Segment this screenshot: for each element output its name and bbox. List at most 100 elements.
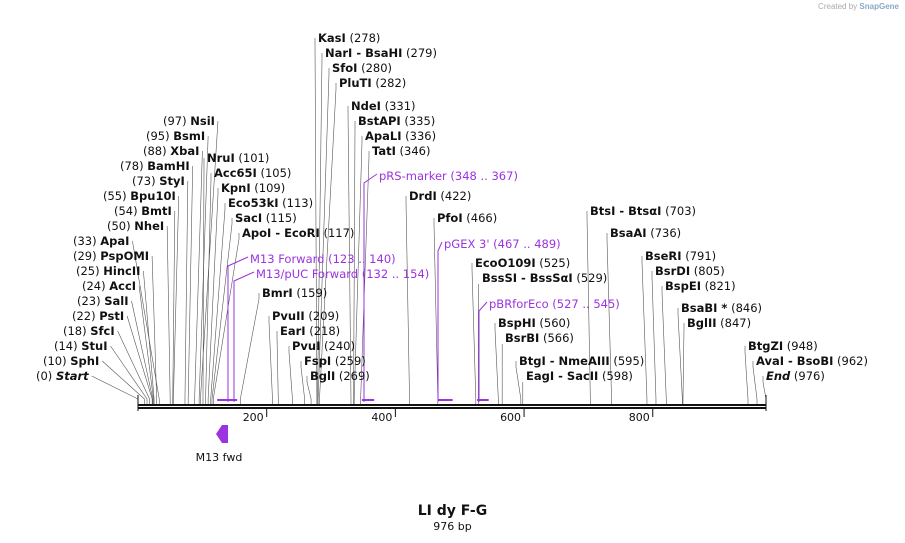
- site-label-bmti[interactable]: (54) BmtI: [114, 204, 172, 218]
- site-label-start[interactable]: (0) Start: [36, 369, 89, 383]
- site-label-btgi-nmeaiii[interactable]: BtgI - NmeAIII (595): [519, 354, 644, 368]
- site-label-eari[interactable]: EarI (218): [280, 324, 340, 338]
- leader-line: [651, 271, 657, 405]
- site-label-acci[interactable]: (24) AccI: [82, 279, 136, 293]
- site-label-avai-bsobi[interactable]: AvaI - BsoBI (962): [756, 354, 868, 368]
- feature-prs-marker[interactable]: pRS-marker (348 .. 367): [361, 169, 518, 402]
- site-label-sfoi[interactable]: SfoI (280): [332, 61, 392, 75]
- leader-line: [268, 316, 273, 405]
- site-label-xbai[interactable]: (88) XbaI: [143, 144, 199, 158]
- leader-line: [173, 195, 180, 405]
- site-label-end[interactable]: End (976): [766, 369, 825, 383]
- feature-label: M13/pUC Forward (132 .. 154): [256, 267, 429, 281]
- site-label-bpu10i[interactable]: (55) Bpu10I: [103, 189, 176, 203]
- site-label-fspi[interactable]: FspI (259): [304, 354, 366, 368]
- feature-leader: [478, 301, 488, 402]
- site-label-bseri[interactable]: BseRI (791): [645, 249, 716, 263]
- site-label-psti[interactable]: (22) PstI: [72, 309, 124, 323]
- snapgene-credit: Created by SnapGene: [818, 2, 899, 11]
- leader-line: [151, 255, 157, 405]
- leader-line: [353, 121, 356, 405]
- primer-arrow-icon: [216, 425, 228, 443]
- primer-label: M13 fwd: [196, 451, 243, 464]
- leader-line: [143, 270, 155, 405]
- site-label-bglii[interactable]: BglII (847): [687, 316, 751, 330]
- feature-label: pBRforEco (527 .. 545): [489, 297, 620, 311]
- site-label-saci[interactable]: SacI (115): [235, 211, 297, 225]
- site-label-kpni[interactable]: KpnI (109): [221, 181, 285, 195]
- leader-line: [353, 136, 363, 405]
- site-label-bmri[interactable]: BmrI (159): [262, 286, 327, 300]
- site-label-ndei[interactable]: NdeI (331): [351, 99, 416, 113]
- leader-line: [317, 53, 323, 405]
- leader-line: [744, 346, 749, 405]
- site-label-apoi-ecori[interactable]: ApoI - EcoRI (117): [242, 226, 354, 240]
- site-label-bsaai[interactable]: BsaAI (736): [610, 226, 681, 240]
- site-label-sphi[interactable]: (10) SphI: [43, 354, 99, 368]
- site-label-kasi[interactable]: KasI (278): [318, 31, 380, 45]
- site-label-bamhi[interactable]: (78) BamHI: [120, 159, 190, 173]
- site-label-apali[interactable]: ApaLI (336): [365, 129, 436, 143]
- leader-line: [306, 376, 312, 405]
- leader-line: [405, 196, 410, 405]
- site-label-bstapi[interactable]: BstAPI (335): [358, 114, 435, 128]
- site-label-nsii[interactable]: (97) NsiI: [163, 114, 215, 128]
- leader-line: [91, 375, 139, 405]
- leader-line: [207, 188, 219, 405]
- site-label-bsssi-bsss-i[interactable]: BssSI - BssSαI (529): [482, 271, 607, 285]
- site-label-pfoi[interactable]: PfoI (466): [437, 211, 497, 225]
- site-label-pspomi[interactable]: (29) PspOMI: [73, 249, 149, 263]
- leader-lines: [91, 38, 767, 405]
- site-label-bsphi[interactable]: BspHI (560): [498, 316, 570, 330]
- site-label-pvui[interactable]: PvuI (240): [292, 339, 355, 353]
- leader-line: [131, 300, 154, 405]
- site-label-ecoo109i[interactable]: EcoO109I (525): [475, 256, 570, 270]
- leader-line: [606, 233, 612, 405]
- site-label-bsabi[interactable]: BsaBI * (846): [681, 301, 762, 315]
- feature-m13-forward[interactable]: M13 Forward (123 .. 140): [217, 252, 396, 402]
- site-label-styi[interactable]: (73) StyI: [132, 174, 185, 188]
- feature-label: pGEX 3' (467 .. 489): [444, 237, 561, 251]
- site-label-btsi-bts-i[interactable]: BtsI - BtsαI (703): [590, 204, 696, 218]
- leader-line: [166, 225, 171, 405]
- site-label-eco53ki[interactable]: Eco53kI (113): [228, 196, 313, 210]
- site-label-apai[interactable]: (33) ApaI: [73, 234, 129, 248]
- site-label-hincii[interactable]: (25) HincII: [76, 264, 140, 278]
- feature-leader: [233, 271, 255, 402]
- site-label-sali[interactable]: (23) SalI: [77, 294, 129, 308]
- site-label-tati[interactable]: TatI (346): [372, 144, 431, 158]
- feature-leader: [437, 241, 443, 402]
- feature-label: M13 Forward (123 .. 140): [250, 252, 396, 266]
- site-label-sfci[interactable]: (18) SfcI: [63, 324, 115, 338]
- leader-line: [198, 135, 209, 405]
- leader-line: [110, 345, 148, 405]
- site-label-drdi[interactable]: DrdI (422): [409, 189, 471, 203]
- axis-tick-label: 600: [500, 411, 521, 424]
- site-label-bsmi[interactable]: (95) BsmI: [146, 129, 205, 143]
- leader-line: [102, 360, 145, 405]
- feature-m13-puc-forward[interactable]: M13/pUC Forward (132 .. 154): [222, 267, 429, 402]
- feature-pbrforeco[interactable]: pBRforEco (527 .. 545): [477, 297, 620, 402]
- site-label-nrui[interactable]: NruI (101): [207, 151, 269, 165]
- site-label-eagi-sacii[interactable]: EagI - SacII (598): [526, 369, 633, 383]
- site-label-stui[interactable]: (14) StuI: [54, 339, 108, 353]
- site-label-bsrbi[interactable]: BsrBI (566): [505, 331, 574, 345]
- site-label-pluti[interactable]: PluTI (282): [339, 76, 406, 90]
- site-label-btgzi[interactable]: BtgZI (948): [748, 339, 818, 353]
- leader-line: [641, 256, 648, 405]
- leader-line: [471, 263, 477, 405]
- leader-line: [661, 286, 667, 405]
- feature-pgex-3[interactable]: pGEX 3' (467 .. 489): [437, 237, 561, 402]
- leader-line: [515, 361, 522, 405]
- site-label-pvuii[interactable]: PvuII (209): [272, 309, 339, 323]
- site-label-bspei[interactable]: BspEI (821): [665, 279, 736, 293]
- leader-line: [319, 83, 337, 405]
- leader-line: [494, 323, 499, 405]
- site-label-bgli[interactable]: BglI (269): [310, 369, 370, 383]
- site-label-nari-bsahi[interactable]: NarI - BsaHI (279): [325, 46, 437, 60]
- site-label-acc65i[interactable]: Acc65I (105): [214, 166, 291, 180]
- primer-m13-fwd[interactable]: M13 fwd: [196, 425, 243, 464]
- leader-line: [300, 361, 305, 405]
- site-label-bsrdi[interactable]: BsrDI (805): [655, 264, 725, 278]
- site-label-nhei[interactable]: (50) NheI: [107, 219, 164, 233]
